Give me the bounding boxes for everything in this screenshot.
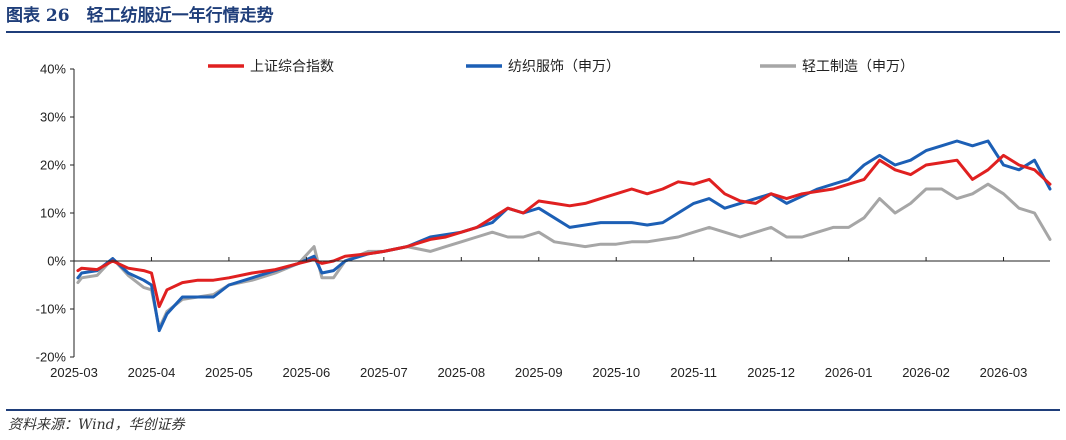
y-tick-label: 0% [47, 254, 66, 269]
source-overline [6, 409, 1060, 411]
y-tick-label: -20% [36, 350, 67, 365]
y-tick-label: 40% [40, 62, 66, 77]
x-tick-label: 2025-11 [670, 365, 717, 380]
y-tick-label: 30% [40, 110, 66, 125]
x-tick-label: 2025-04 [128, 365, 176, 380]
y-tick-label: 10% [40, 206, 66, 221]
y-tick-label: -10% [36, 302, 67, 317]
series-line-0 [76, 153, 1052, 309]
x-tick-label: 2025-10 [592, 365, 640, 380]
figure-title: 图表 26 轻工纺服近一年行情走势 [6, 6, 274, 26]
x-tick-label: 2026-02 [902, 365, 950, 380]
x-tick-label: 2025-07 [360, 365, 408, 380]
legend-label-0: 上证综合指数 [250, 59, 334, 75]
x-tick-label: 2025-05 [205, 365, 253, 380]
title-underline [6, 31, 1060, 33]
y-tick-label: 20% [40, 158, 66, 173]
line-chart: 上证综合指数 纺织服饰（申万） 轻工制造（申万） -20% -10% 0% 10% 20% 3… [36, 59, 1052, 380]
x-tick-label: 2026-01 [825, 365, 873, 380]
x-tick-label: 2025-08 [437, 365, 485, 380]
x-tick-label: 2025-12 [747, 365, 795, 380]
legend: 上证综合指数 纺织服饰（申万） 轻工制造（申万） [208, 59, 914, 75]
x-tick-label: 2025-06 [283, 365, 331, 380]
series-line-1 [76, 139, 1052, 333]
axes: -20% -10% 0% 10% 20% 30% 40% 2025-03 2025-04 2025… [36, 62, 1050, 380]
source-note: 资料来源：Wind，华创证券 [8, 417, 185, 433]
legend-label-2: 轻工制造（申万） [802, 59, 914, 75]
legend-label-1: 纺织服饰（申万） [508, 59, 620, 75]
x-tick-label: 2025-09 [515, 365, 563, 380]
x-tick-label: 2026-03 [980, 365, 1028, 380]
x-tick-label: 2025-03 [50, 365, 98, 380]
series-layer [76, 139, 1052, 333]
